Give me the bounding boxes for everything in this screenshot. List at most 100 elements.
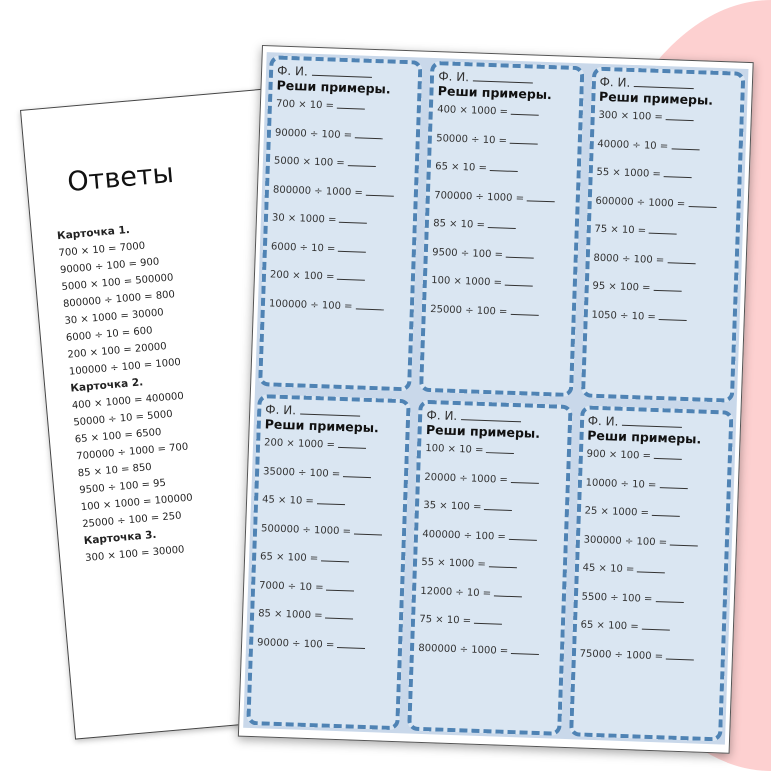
equation-text: 200 × 100 = <box>269 269 335 283</box>
answers-column: Карточка 1. 700 × 10 = 7000 90000 ÷ 100 = … <box>56 218 197 566</box>
equation-text: 10000 ÷ 10 = <box>585 477 657 491</box>
equation-text: 85 × 1000 = <box>257 608 323 622</box>
equation-text: 25 × 1000 = <box>584 505 650 519</box>
answer-blank <box>337 278 366 281</box>
equation-text: 700000 ÷ 1000 = <box>434 189 525 204</box>
equation-text: 9500 ÷ 100 = <box>432 246 504 261</box>
answer-blank <box>671 147 700 150</box>
equation-text: 35 × 100 = <box>423 499 482 513</box>
answer-blank <box>637 571 666 574</box>
equation-text: 45 × 10 = <box>582 562 635 576</box>
equation-text: 5500 ÷ 100 = <box>581 590 653 605</box>
equation-text: 65 × 100 = <box>580 619 639 633</box>
equation-text: 400000 ÷ 100 = <box>422 528 507 543</box>
name-label: Ф. И. <box>438 69 470 85</box>
answer-blank <box>658 318 687 321</box>
equation-text: 75000 ÷ 1000 = <box>579 647 664 662</box>
answer-blank <box>494 594 523 597</box>
answer-blank <box>509 142 538 145</box>
answer-blank <box>325 617 354 620</box>
name-label: Ф. И. <box>265 402 297 418</box>
answer-blank <box>653 457 682 460</box>
equation-text: 45 × 10 = <box>261 494 315 508</box>
answers-title: Ответы <box>66 157 176 199</box>
equation-text: 55 × 1000 = <box>596 166 662 180</box>
equation-text: 5000 × 100 = <box>273 155 345 169</box>
answer-blank <box>688 205 717 208</box>
answer-blank <box>663 176 692 179</box>
equation-text: 900 × 100 = <box>586 448 652 462</box>
name-blank-line <box>633 86 694 90</box>
equation-row: 25000 ÷ 100 = <box>429 304 567 337</box>
task-card-2: Ф. И. Реши примеры. 400 × 1000 = 50000 ÷ 1… <box>419 60 585 398</box>
answer-blank <box>365 194 394 197</box>
equation-text: 35000 ÷ 100 = <box>262 465 341 480</box>
answer-blank <box>670 544 699 547</box>
equation-text: 500000 ÷ 1000 = <box>260 522 352 537</box>
answer-blank <box>486 452 515 455</box>
answer-blank <box>511 652 540 655</box>
cards-grid: Ф. И. Реши примеры. 700 × 10 = 90000 ÷ 100… <box>243 52 749 745</box>
equation-text: 600000 ÷ 1000 = <box>595 195 686 210</box>
equation-text: 90000 ÷ 100 = <box>256 636 335 651</box>
answer-blank <box>343 475 372 478</box>
equation-text: 12000 ÷ 10 = <box>420 585 492 599</box>
equation-text: 7000 ÷ 10 = <box>258 579 324 593</box>
equation-row: 75000 ÷ 1000 = <box>579 648 717 681</box>
answer-blank <box>316 503 345 506</box>
equation-row: 1050 ÷ 10 = <box>591 309 729 342</box>
name-label: Ф. И. <box>276 63 309 79</box>
task-card-6: Ф. И. Реши примеры. 900 × 100 = 10000 ÷ 10… <box>568 405 734 742</box>
equation-text: 55 × 1000 = <box>421 556 486 571</box>
name-blank-line <box>311 74 372 78</box>
answer-blank <box>659 486 688 489</box>
equation-row: 800000 ÷ 1000 = <box>418 642 556 675</box>
answer-blank <box>526 199 555 202</box>
answer-blank <box>474 622 503 625</box>
answer-blank <box>666 657 695 660</box>
answer-blank <box>665 119 694 122</box>
equation-text: 75 × 10 = <box>419 613 472 627</box>
name-blank-line <box>299 413 360 417</box>
equation-text: 90000 ÷ 100 = <box>274 127 353 141</box>
equation-text: 85 × 10 = <box>433 218 486 231</box>
name-label: Ф. И. <box>587 413 619 429</box>
equation-row: 90000 ÷ 100 = <box>256 637 394 670</box>
answer-blank <box>489 170 518 173</box>
task-card-1: Ф. И. Реши примеры. 700 × 10 = 90000 ÷ 100… <box>258 55 423 392</box>
answer-blank <box>655 600 684 603</box>
equation-text: 100 × 1000 = <box>431 275 503 289</box>
equation-text: 400 × 1000 = <box>436 104 509 118</box>
answer-blank <box>488 566 517 569</box>
answer-blank <box>667 261 696 264</box>
name-blank-line <box>472 80 533 84</box>
equation-text: 30 × 1000 = <box>271 212 337 226</box>
equation-text: 20000 ÷ 1000 = <box>424 471 509 486</box>
answer-blank <box>484 509 513 512</box>
name-label: Ф. И. <box>426 407 458 424</box>
answer-blank <box>510 313 539 316</box>
task-card-5: Ф. И. Реши примеры. 100 × 10 = 20000 ÷ 100… <box>407 399 573 736</box>
task-card-4: Ф. И. Реши примеры. 200 × 1000 = 35000 ÷ 1… <box>246 394 412 731</box>
answer-blank <box>338 250 367 253</box>
equation-text: 95 × 100 = <box>592 280 651 294</box>
worksheet-sheet: Ф. И. Реши примеры. 700 × 10 = 90000 ÷ 100… <box>237 45 754 754</box>
equation-text: 25000 ÷ 100 = <box>430 303 508 318</box>
answer-blank <box>353 533 382 535</box>
equation-text: 100 × 10 = <box>425 442 484 456</box>
equation-text: 1050 ÷ 10 = <box>591 309 657 323</box>
answer-blank <box>337 646 366 649</box>
answer-blank <box>651 514 680 517</box>
equation-text: 100000 ÷ 100 = <box>268 297 353 312</box>
answer-blank <box>487 226 516 229</box>
answer-blank <box>653 289 682 292</box>
equation-text: 800000 ÷ 1000 = <box>418 642 509 657</box>
answer-blank <box>505 256 534 259</box>
answer-blank <box>355 136 384 139</box>
equation-text: 800000 ÷ 1000 = <box>272 183 364 199</box>
answer-blank <box>355 307 384 310</box>
name-blank-line <box>460 419 521 423</box>
answer-blank <box>641 628 670 631</box>
equation-text: 6000 ÷ 10 = <box>270 240 336 255</box>
answer-blank <box>336 107 365 110</box>
